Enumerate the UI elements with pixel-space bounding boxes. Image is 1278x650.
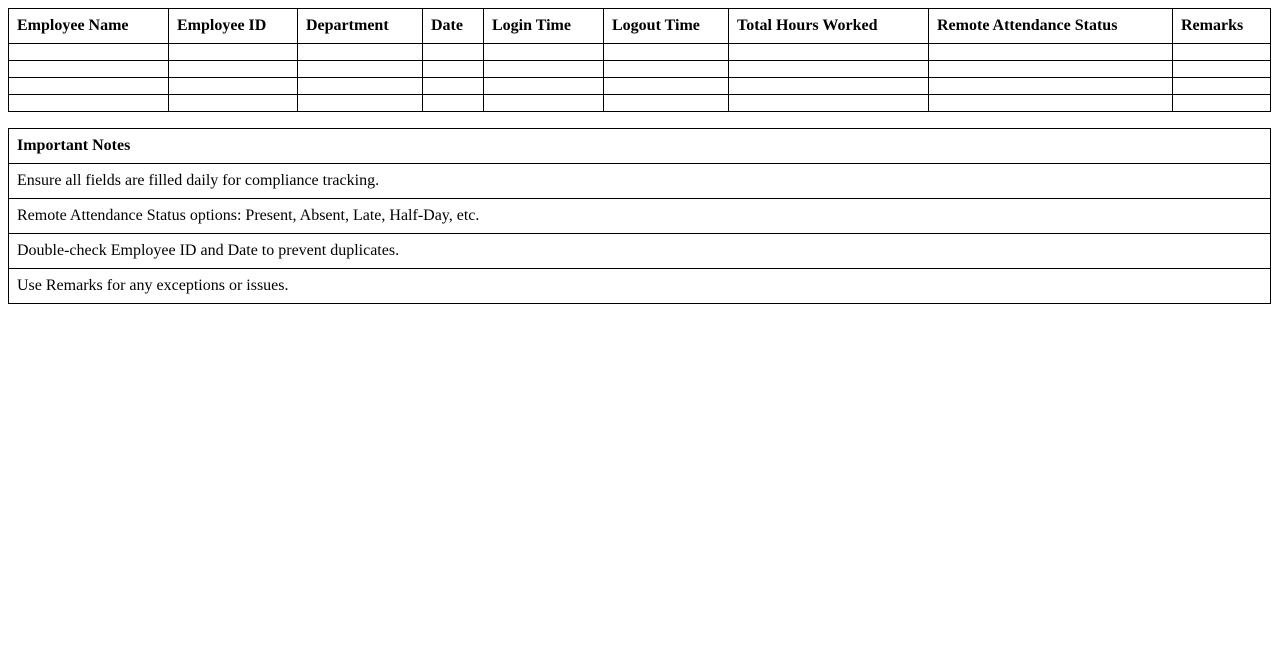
attendance-table-body (8, 43, 1271, 112)
attendance-empty-cell (728, 43, 929, 61)
col-header-login-time: Login Time (483, 8, 604, 44)
attendance-empty-cell (297, 94, 423, 112)
note-item: Double-check Employee ID and Date to pre… (8, 233, 1271, 269)
attendance-empty-row (8, 43, 1271, 61)
attendance-empty-row (8, 94, 1271, 112)
attendance-empty-cell (728, 94, 929, 112)
attendance-empty-cell (422, 43, 484, 61)
attendance-empty-cell (728, 60, 929, 78)
attendance-header-row: Employee Name Employee ID Department Dat… (8, 8, 1271, 44)
attendance-empty-cell (422, 77, 484, 95)
attendance-empty-cell (8, 77, 169, 95)
attendance-empty-cell (603, 94, 729, 112)
attendance-empty-cell (483, 77, 604, 95)
attendance-empty-cell (168, 60, 298, 78)
attendance-empty-cell (168, 77, 298, 95)
attendance-empty-row (8, 60, 1271, 78)
attendance-empty-cell (928, 43, 1173, 61)
attendance-empty-cell (1172, 60, 1271, 78)
col-header-remote-attendance-status: Remote Attendance Status (928, 8, 1173, 44)
attendance-empty-cell (168, 43, 298, 61)
attendance-empty-cell (483, 43, 604, 61)
attendance-empty-row (8, 77, 1271, 95)
attendance-empty-cell (603, 77, 729, 95)
attendance-empty-cell (603, 60, 729, 78)
notes-table-body: Important Notes Ensure all fields are fi… (8, 128, 1271, 304)
attendance-empty-cell (8, 43, 169, 61)
col-header-employee-name: Employee Name (8, 8, 169, 44)
attendance-empty-cell (928, 94, 1173, 112)
note-row: Use Remarks for any exceptions or issues… (8, 268, 1271, 304)
note-row: Ensure all fields are filled daily for c… (8, 163, 1271, 199)
notes-table: Important Notes Ensure all fields are fi… (8, 128, 1271, 304)
attendance-empty-cell (928, 77, 1173, 95)
attendance-empty-cell (297, 60, 423, 78)
notes-title: Important Notes (8, 128, 1271, 164)
attendance-empty-cell (8, 94, 169, 112)
attendance-empty-cell (483, 94, 604, 112)
col-header-remarks: Remarks (1172, 8, 1271, 44)
col-header-total-hours-worked: Total Hours Worked (728, 8, 929, 44)
note-item: Remote Attendance Status options: Presen… (8, 198, 1271, 234)
attendance-empty-cell (603, 43, 729, 61)
attendance-empty-cell (297, 43, 423, 61)
note-item: Use Remarks for any exceptions or issues… (8, 268, 1271, 304)
attendance-empty-cell (728, 77, 929, 95)
note-row: Double-check Employee ID and Date to pre… (8, 233, 1271, 269)
attendance-table: Employee Name Employee ID Department Dat… (8, 8, 1271, 112)
attendance-empty-cell (168, 94, 298, 112)
col-header-date: Date (422, 8, 484, 44)
attendance-empty-cell (1172, 94, 1271, 112)
attendance-empty-cell (483, 60, 604, 78)
attendance-empty-cell (1172, 43, 1271, 61)
attendance-empty-cell (297, 77, 423, 95)
attendance-empty-cell (8, 60, 169, 78)
col-header-department: Department (297, 8, 423, 44)
col-header-logout-time: Logout Time (603, 8, 729, 44)
attendance-empty-cell (928, 60, 1173, 78)
notes-title-row: Important Notes (8, 128, 1271, 164)
col-header-employee-id: Employee ID (168, 8, 298, 44)
attendance-empty-cell (422, 94, 484, 112)
attendance-empty-cell (1172, 77, 1271, 95)
attendance-empty-cell (422, 60, 484, 78)
note-row: Remote Attendance Status options: Presen… (8, 198, 1271, 234)
note-item: Ensure all fields are filled daily for c… (8, 163, 1271, 199)
